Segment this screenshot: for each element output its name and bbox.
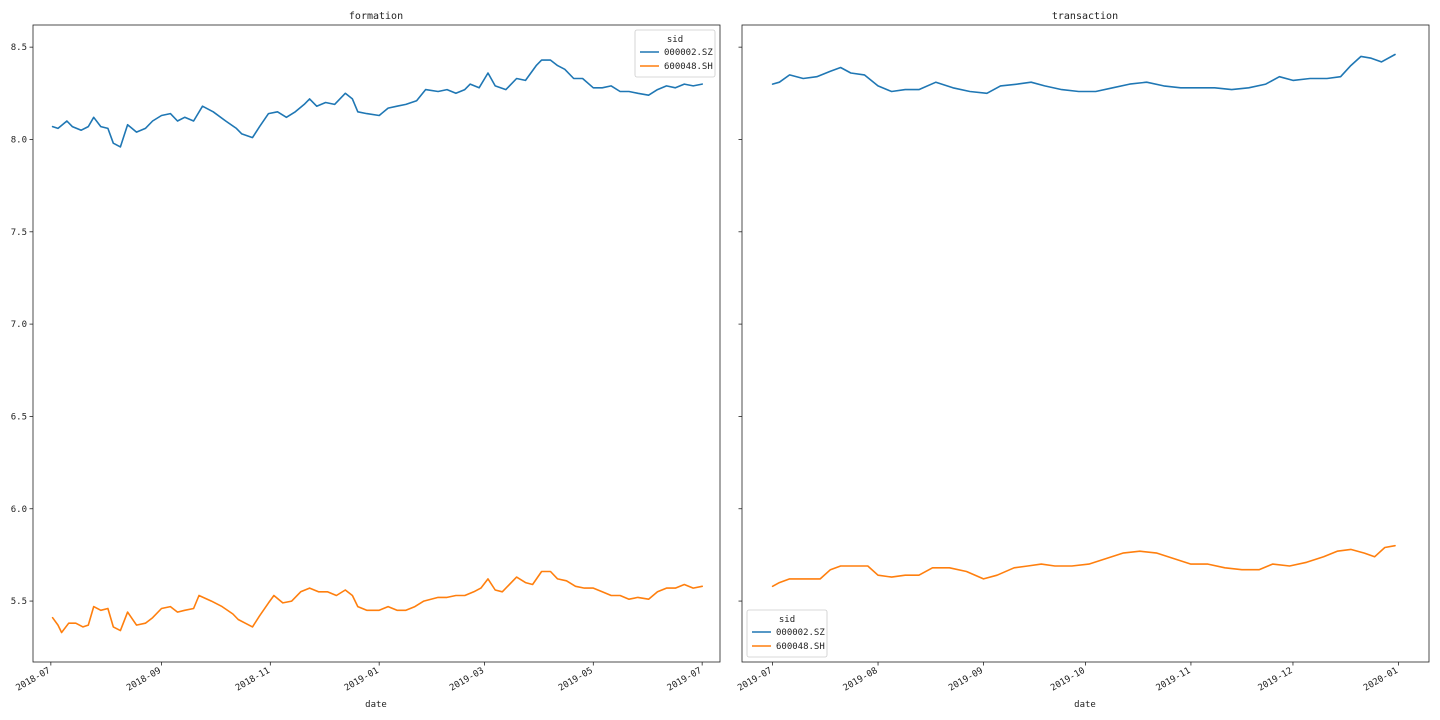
x-tick-label: 2018-07 <box>14 666 52 694</box>
legend-entry: 600048.SH <box>664 62 713 72</box>
y-tick-label: 8.0 <box>11 135 27 145</box>
legend-entry: 000002.SZ <box>776 628 825 638</box>
series-line-1 <box>771 544 1396 588</box>
x-tick-label: 2019-07 <box>736 666 774 694</box>
x-tick-label: 2019-10 <box>1049 666 1087 694</box>
x-tick-label: 2019-03 <box>448 666 486 694</box>
series-line-0 <box>771 53 1396 95</box>
y-tick-label: 7.5 <box>11 228 27 238</box>
x-tick-label: 2019-12 <box>1257 666 1295 694</box>
y-tick-label: 6.5 <box>11 412 27 422</box>
chart-panel-formation: formation date 5.5 6.0 6.5 7.0 7.5 8.0 8.5 2018… <box>11 11 721 710</box>
x-tick-label: 2020-01 <box>1362 666 1400 694</box>
legend: sid 000002.SZ 600048.SH <box>746 609 828 658</box>
x-tick-label: 2018-09 <box>125 666 163 694</box>
y-tick-label: 5.5 <box>11 597 27 607</box>
x-tick-label: 2019-07 <box>666 666 704 694</box>
legend-entry: 000002.SZ <box>664 48 713 58</box>
series-line-0 <box>51 59 704 148</box>
legend-title: sid <box>779 615 795 625</box>
x-tick-label: 2019-08 <box>842 666 880 694</box>
chart-panel-transaction: transaction date 2019-07 2019-08 2019-09 20… <box>736 11 1430 710</box>
x-tick-label: 2019-11 <box>1155 666 1193 694</box>
axes-frame <box>32 24 721 663</box>
chart-title: transaction <box>1052 11 1118 22</box>
legend: sid 000002.SZ 600048.SH <box>634 29 716 78</box>
x-tick-label: 2019-01 <box>343 666 381 694</box>
x-tick-label: 2019-09 <box>947 666 985 694</box>
x-axis-label: date <box>365 700 387 710</box>
y-tick-label: 7.0 <box>11 320 27 330</box>
legend-entry: 600048.SH <box>776 642 825 652</box>
y-tick-label: 6.0 <box>11 505 27 515</box>
x-tick-label: 2019-05 <box>557 666 595 694</box>
x-axis-label: date <box>1074 700 1096 710</box>
y-tick-label: 8.5 <box>11 43 27 53</box>
x-tick-label: 2018-11 <box>234 666 272 694</box>
series-line-1 <box>51 570 704 634</box>
legend-title: sid <box>667 35 683 45</box>
chart-title: formation <box>349 11 403 22</box>
